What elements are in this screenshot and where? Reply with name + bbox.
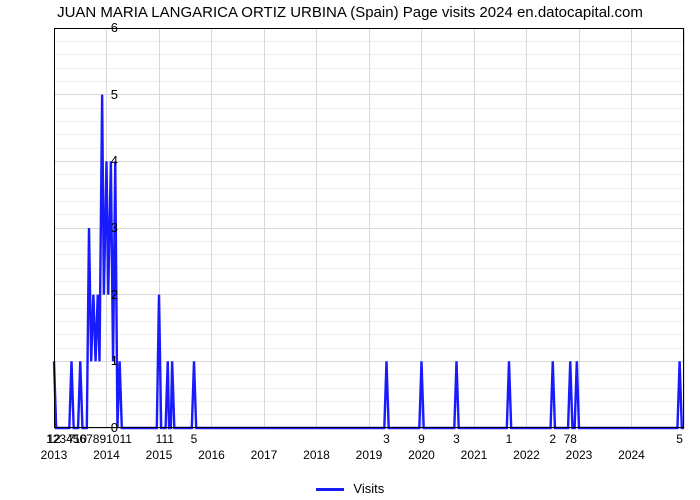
x-tick-label: 3 [453,432,460,446]
x-year-label: 2014 [93,448,120,462]
legend: Visits [0,481,700,496]
y-tick-label: 5 [58,87,118,102]
x-year-label: 2015 [146,448,173,462]
y-tick-label: 3 [58,220,118,235]
x-year-label: 2016 [198,448,225,462]
x-year-label: 2013 [41,448,68,462]
legend-label: Visits [353,481,384,496]
y-tick-label: 2 [58,287,118,302]
y-tick-label: 1 [58,353,118,368]
x-year-label: 2018 [303,448,330,462]
y-tick-label: 6 [58,20,118,35]
x-year-label: 2019 [356,448,383,462]
x-year-label: 2024 [618,448,645,462]
x-tick-label: 3 [383,432,390,446]
x-tick-label: 5 [191,432,198,446]
x-tick-label: 1234567891011 [46,432,132,446]
x-year-label: 2023 [566,448,593,462]
x-tick-label: 78 [564,432,577,446]
plot-area [54,28,684,428]
plot-border [54,28,684,428]
x-tick-label: 9 [418,432,425,446]
x-year-label: 2021 [461,448,488,462]
x-tick-label: 2 [549,432,556,446]
y-tick-label: 4 [58,153,118,168]
x-year-label: 2017 [251,448,278,462]
x-year-label: 2020 [408,448,435,462]
legend-swatch [316,488,344,491]
x-tick-label: 1 [506,432,513,446]
chart-title: JUAN MARIA LANGARICA ORTIZ URBINA (Spain… [0,4,700,21]
x-year-label: 2022 [513,448,540,462]
x-tick-label: 5 [676,432,683,446]
x-tick-label: 11 [162,432,174,446]
